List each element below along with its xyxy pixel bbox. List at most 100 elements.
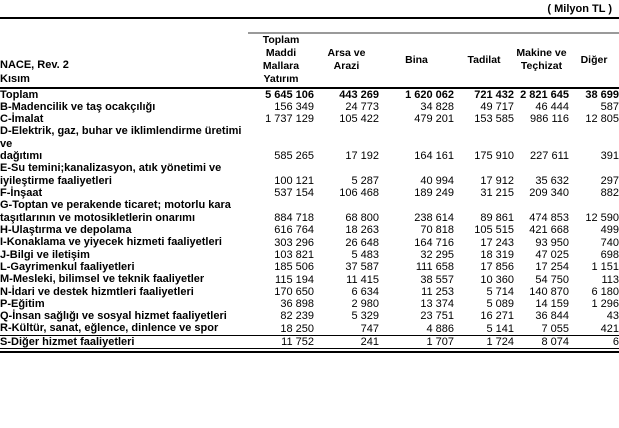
table-row: J-Bilgi ve iletişim 103 821 5 483 32 295 18 … bbox=[0, 249, 619, 261]
value-cell: 6 bbox=[569, 334, 619, 350]
value-cell: 1 707 bbox=[379, 334, 454, 350]
value-cell: 11 752 bbox=[248, 334, 314, 350]
value-cell: 585 265 bbox=[274, 150, 314, 163]
value-cell: 303 296 bbox=[274, 236, 314, 249]
value-cell: 40 994 bbox=[420, 175, 454, 187]
value-cell: 587 bbox=[600, 101, 619, 114]
table-row: G-Toptan ve perakende ticaret; motorlu k… bbox=[0, 199, 619, 224]
value-cell: 111 658 bbox=[415, 261, 454, 274]
value-cell: 89 861 bbox=[480, 211, 514, 224]
value-cell: 2 980 bbox=[351, 298, 379, 311]
table-row: Toplam 5 645 106 443 269 1 620 062 721 432 2 … bbox=[0, 88, 619, 101]
value-cell: 297 bbox=[600, 175, 619, 187]
row-label: R-Kültür, sanat, eğlence, dinlence ve sp… bbox=[0, 322, 219, 335]
value-cell: 156 349 bbox=[274, 101, 314, 114]
value-cell: 17 192 bbox=[345, 150, 379, 163]
value-cell: 474 853 bbox=[529, 211, 569, 224]
header-row: NACE, Rev. 2 Kısım Toplam Maddi Mallara Yatı… bbox=[0, 32, 619, 89]
value-cell: 6 634 bbox=[351, 285, 379, 298]
table-row: C-İmalat 1 737 129 105 422 479 201 153 585 98… bbox=[0, 113, 619, 125]
value-cell: 12 805 bbox=[585, 113, 619, 126]
value-cell: 13 374 bbox=[420, 298, 454, 311]
table-row: D-Elektrik, gaz, buhar ve iklimlendirme … bbox=[0, 125, 619, 162]
value-cell: 105 515 bbox=[474, 224, 514, 237]
value-cell: 884 718 bbox=[274, 211, 314, 224]
value-cell: 23 751 bbox=[420, 310, 454, 323]
value-cell: 17 856 bbox=[480, 261, 514, 274]
value-cell: 31 215 bbox=[480, 187, 514, 200]
table-row: H-Ulaştırma ve depolama 616 764 18 263 70 8… bbox=[0, 224, 619, 236]
value-cell: 36 898 bbox=[280, 298, 314, 311]
value-cell: 986 116 bbox=[530, 113, 569, 126]
value-cell: 170 650 bbox=[274, 285, 314, 298]
value-cell: 46 444 bbox=[535, 101, 569, 114]
row-header-line2: Kısım bbox=[0, 72, 30, 85]
row-label: F-İnşaat bbox=[0, 187, 43, 199]
value-cell: 140 870 bbox=[529, 285, 569, 298]
value-cell: 105 422 bbox=[339, 113, 379, 126]
value-cell: 36 844 bbox=[535, 310, 569, 323]
value-cell: 241 bbox=[314, 334, 379, 350]
nace-investment-table: NACE, Rev. 2 Kısım Toplam Maddi Mallara Yatı… bbox=[0, 32, 619, 350]
row-label: D-Elektrik, gaz, buhar ve iklimlendirme … bbox=[0, 125, 242, 163]
row-header: NACE, Rev. 2 Kısım bbox=[0, 33, 248, 89]
row-label: H-Ulaştırma ve depolama bbox=[0, 223, 132, 236]
value-cell: 47 025 bbox=[535, 248, 569, 261]
value-cell: 68 800 bbox=[345, 211, 379, 224]
column-header: Arsa ve Arazi bbox=[314, 32, 379, 89]
value-cell: 17 912 bbox=[480, 175, 514, 187]
row-header-line1: NACE, Rev. 2 bbox=[0, 59, 69, 71]
value-cell: 11 415 bbox=[346, 273, 379, 286]
value-cell: 153 585 bbox=[474, 113, 514, 126]
value-cell: 106 468 bbox=[339, 187, 379, 200]
table-bottom-rule bbox=[0, 350, 619, 354]
table-row: P-Eğitim 36 898 2 980 13 374 5 089 14 159 1 29… bbox=[0, 298, 619, 310]
value-cell: 1 296 bbox=[591, 298, 619, 311]
value-cell: 443 269 bbox=[339, 88, 379, 101]
value-cell: 14 159 bbox=[535, 298, 569, 311]
row-label: L-Gayrimenkul faaliyetleri bbox=[0, 260, 135, 273]
value-cell: 11 253 bbox=[421, 285, 454, 298]
column-header: Tadilat bbox=[454, 32, 514, 89]
value-cell: 5 329 bbox=[351, 310, 379, 323]
value-cell: 18 250 bbox=[280, 322, 314, 335]
value-cell: 721 432 bbox=[474, 88, 514, 101]
value-cell: 391 bbox=[600, 150, 619, 163]
value-cell: 421 668 bbox=[529, 224, 569, 237]
table-row: M-Mesleki, bilimsel ve teknik faaliyetle… bbox=[0, 273, 619, 285]
value-cell: 175 910 bbox=[474, 150, 514, 163]
value-cell: 227 611 bbox=[530, 150, 569, 163]
column-header: Makine ve Teçhizat bbox=[514, 32, 569, 89]
table-row: L-Gayrimenkul faaliyetleri 185 506 37 587 1… bbox=[0, 261, 619, 273]
value-cell: 43 bbox=[606, 310, 619, 323]
value-cell: 209 340 bbox=[529, 187, 569, 200]
value-cell: 24 773 bbox=[345, 101, 379, 114]
value-cell: 238 614 bbox=[414, 211, 454, 224]
value-cell: 82 239 bbox=[280, 310, 314, 323]
table-row: R-Kültür, sanat, eğlence, dinlence ve sp… bbox=[0, 322, 619, 335]
value-cell: 5 483 bbox=[351, 248, 379, 261]
row-label: E-Su temini;kanalizasyon, atık yönetimi … bbox=[0, 162, 222, 187]
value-cell: 5 714 bbox=[486, 285, 514, 298]
value-cell: 7 055 bbox=[541, 322, 569, 335]
value-cell: 18 263 bbox=[345, 224, 379, 237]
column-header: Diğer bbox=[569, 32, 619, 89]
value-cell: 12 590 bbox=[585, 211, 619, 224]
value-cell: 1 724 bbox=[454, 334, 514, 350]
value-cell: 38 557 bbox=[420, 273, 454, 286]
value-cell: 8 074 bbox=[514, 334, 569, 350]
column-header: Bina bbox=[379, 32, 454, 89]
value-cell: 5 287 bbox=[351, 175, 379, 187]
value-cell: 70 818 bbox=[420, 224, 454, 237]
value-cell: 185 506 bbox=[274, 261, 314, 274]
row-label: J-Bilgi ve iletişim bbox=[0, 248, 90, 261]
value-cell: 189 249 bbox=[414, 187, 454, 200]
value-cell: 740 bbox=[600, 236, 619, 249]
value-cell: 10 360 bbox=[480, 273, 514, 286]
table-row: I-Konaklama ve yiyecek hizmeti faaliyetl… bbox=[0, 236, 619, 248]
value-cell: 93 950 bbox=[535, 236, 569, 249]
table-row: F-İnşaat 537 154 106 468 189 249 31 215 209 3… bbox=[0, 187, 619, 199]
row-label: G-Toptan ve perakende ticaret; motorlu k… bbox=[0, 199, 231, 224]
value-cell: 164 716 bbox=[414, 236, 454, 249]
value-cell: 54 750 bbox=[535, 273, 569, 286]
